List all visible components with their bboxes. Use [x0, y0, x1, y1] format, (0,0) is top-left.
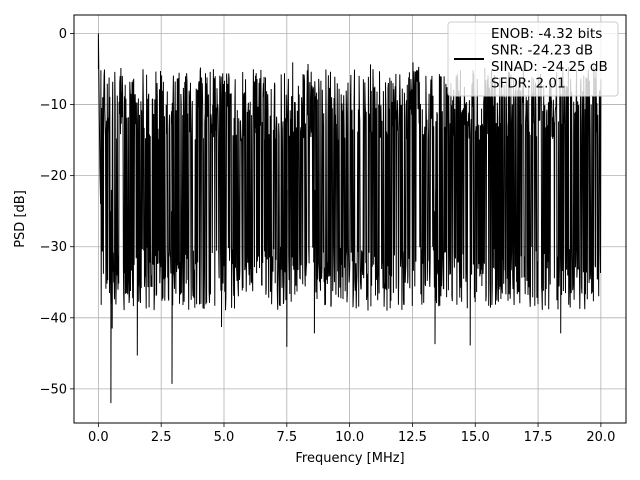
x-tick-label: 5.0: [214, 430, 235, 445]
y-tick-label: −50: [40, 382, 67, 397]
legend-entry-sinad: SINAD: -24.25 dB: [491, 59, 608, 75]
y-tick-label: −20: [40, 169, 67, 184]
x-tick-label: 2.5: [151, 430, 172, 445]
legend: ENOB: -4.32 bits SNR: -24.23 dB SINAD: -…: [447, 21, 619, 97]
legend-entry-enob: ENOB: -4.32 bits: [491, 26, 602, 42]
x-tick-label: 0.0: [88, 430, 109, 445]
y-tick-label: −40: [40, 311, 67, 326]
x-tick-label: 17.5: [524, 430, 553, 445]
x-tick-label: 7.5: [276, 430, 297, 445]
y-tick-label: 0: [59, 27, 67, 42]
x-ticks: 0.0 2.5 5.0 7.5 10.0 12.5 15.0 17.5 20.0: [88, 423, 615, 445]
y-tick-label: −10: [40, 98, 67, 113]
psd-series-line: [97, 33, 602, 404]
plot-area: [97, 33, 602, 404]
x-tick-label: 15.0: [461, 430, 490, 445]
y-tick-label: −30: [40, 240, 67, 255]
legend-box: [447, 21, 619, 97]
y-ticks: 0 −10 −20 −30 −40 −50: [40, 27, 74, 397]
x-axis-label: Frequency [MHz]: [295, 451, 404, 466]
x-tick-label: 12.5: [398, 430, 427, 445]
legend-entry-snr: SNR: -24.23 dB: [491, 43, 593, 59]
y-axis-label: PSD [dB]: [13, 190, 28, 248]
x-tick-label: 20.0: [586, 430, 615, 445]
x-tick-label: 10.0: [335, 430, 364, 445]
legend-entry-sfdr: SFDR: 2.01: [491, 76, 566, 92]
